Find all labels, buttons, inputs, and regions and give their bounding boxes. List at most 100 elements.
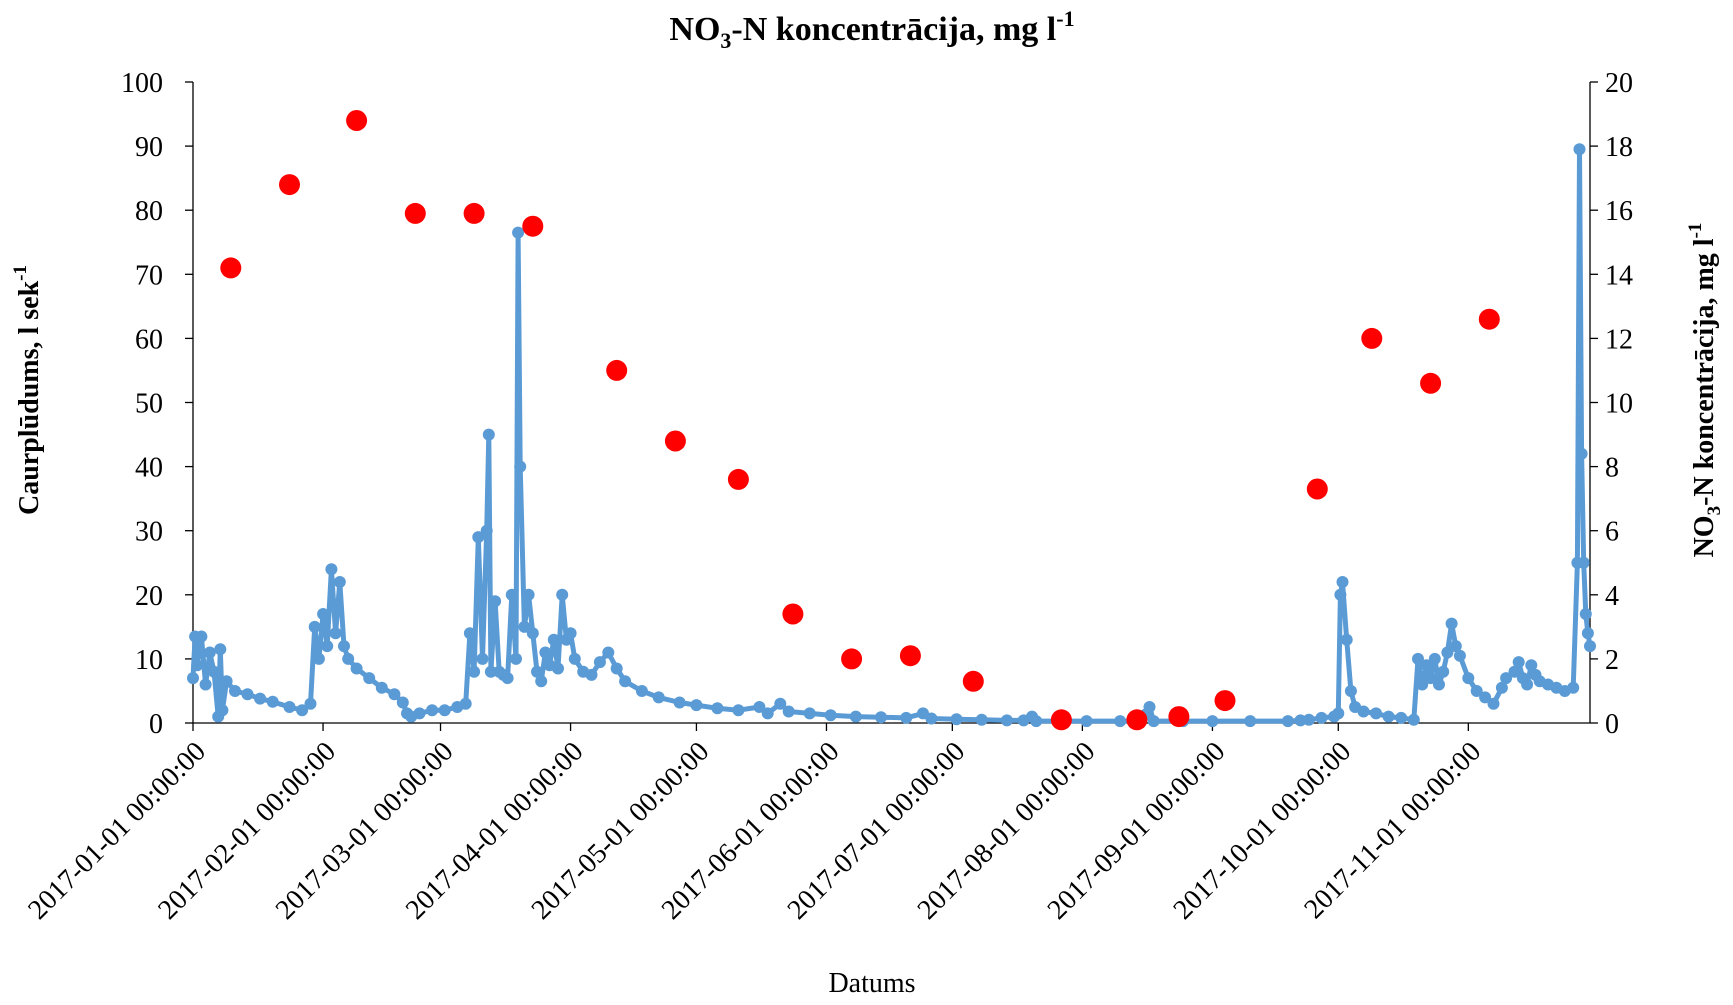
flow-point — [732, 704, 745, 717]
no3-point — [1478, 308, 1500, 330]
flow-point — [476, 652, 489, 665]
flow-point — [950, 713, 963, 726]
flow-point — [1525, 659, 1538, 672]
y-right-tick-label: 2 — [1605, 645, 1619, 676]
y-axis-right-label-mid: -N koncentrācija, mg l — [1689, 238, 1720, 506]
flow-point — [489, 595, 502, 608]
flow-point — [1416, 678, 1429, 691]
no3-point — [404, 202, 426, 224]
flow-point — [1244, 715, 1257, 728]
flow-point — [308, 620, 321, 633]
x-axis-label: Datums — [828, 968, 915, 999]
flow-point — [1487, 697, 1500, 710]
chart-title-sup: -1 — [1056, 6, 1074, 31]
flow-point — [1030, 715, 1043, 728]
flow-point — [535, 675, 548, 688]
y-left-tick-label: 10 — [135, 645, 163, 676]
flow-point — [774, 697, 787, 710]
flow-point — [531, 665, 543, 678]
chart-title-sub: 3 — [720, 28, 731, 53]
y-axis-left-label: Caurplūdums, l sek-1 — [10, 265, 45, 515]
flow-point — [203, 646, 216, 659]
flow-point — [1420, 659, 1433, 672]
y-left-tick-label: 0 — [149, 709, 163, 740]
no3-point — [899, 645, 921, 667]
axes: 0102030405060708090100024681012141618202… — [22, 68, 1633, 926]
flow-point — [518, 620, 531, 633]
flow-point — [512, 226, 525, 239]
no3-point — [962, 670, 984, 692]
flow-point — [522, 588, 535, 601]
flow-point — [1428, 652, 1441, 665]
flow-point — [1453, 649, 1466, 662]
flow-point — [635, 685, 648, 697]
flow-point — [1395, 711, 1408, 724]
flow-point — [214, 643, 227, 656]
flow-point — [350, 662, 363, 675]
y-left-tick-label: 20 — [135, 581, 163, 612]
chart-title: NO3-N koncentrācija, mg l-1 — [669, 6, 1074, 53]
y-right-tick-label: 6 — [1605, 517, 1619, 548]
flow-point — [413, 707, 426, 720]
flow-point — [254, 692, 267, 705]
series-no3n — [220, 110, 1500, 731]
flow-point — [426, 704, 439, 717]
flow-point — [1281, 715, 1294, 728]
flow-point — [342, 652, 355, 665]
no3-point — [1050, 709, 1072, 731]
no3-point — [220, 257, 242, 279]
flow-point — [975, 713, 988, 726]
flow-point — [585, 668, 598, 681]
no3-point — [841, 648, 863, 670]
flow-point — [484, 665, 497, 678]
flow-point — [1340, 633, 1353, 646]
chart-title-mid: -N koncentrācija, mg l — [731, 11, 1056, 48]
no3-point — [1214, 690, 1236, 712]
flow-point — [1147, 715, 1160, 728]
y-right-tick-label: 8 — [1605, 453, 1619, 484]
flow-point — [593, 656, 606, 669]
flow-point — [187, 672, 199, 685]
flow-point — [1424, 672, 1437, 685]
flow-point — [468, 665, 481, 678]
flow-point — [1370, 707, 1382, 720]
flow-point — [1521, 678, 1534, 691]
flow-point — [552, 662, 564, 675]
flow-point — [602, 646, 615, 659]
flow-point — [1575, 447, 1588, 460]
y-right-tick-label: 20 — [1605, 68, 1633, 99]
flow-point — [1357, 705, 1370, 718]
y-left-tick-label: 60 — [135, 324, 163, 355]
flow-point — [610, 662, 623, 675]
flow-point — [514, 460, 527, 473]
flow-point — [690, 699, 703, 712]
y-left-tick-label: 50 — [135, 389, 163, 420]
flow-point — [220, 675, 233, 688]
flow-point — [1407, 713, 1420, 726]
y-left-tick-label: 70 — [135, 260, 163, 291]
flow-point — [782, 705, 795, 718]
flow-point — [539, 646, 552, 659]
no3-point — [1420, 372, 1442, 394]
flow-point — [1080, 715, 1093, 728]
flow-point — [208, 665, 220, 678]
flow-point — [1332, 707, 1345, 720]
flow-point — [1479, 691, 1492, 704]
flow-point — [652, 691, 665, 704]
no3-point — [664, 430, 686, 452]
flow-point — [1143, 701, 1156, 713]
flow-point — [199, 678, 212, 691]
y-axis-right-label-sub: 3 — [1704, 506, 1725, 516]
no3-point — [782, 603, 804, 625]
flow-point — [1577, 556, 1590, 569]
y-left-tick-label: 100 — [121, 68, 163, 99]
flow-point — [1581, 627, 1594, 640]
flow-point — [191, 659, 204, 672]
y-left-tick-label: 90 — [135, 132, 163, 163]
flow-point — [317, 608, 330, 620]
flow-point — [266, 695, 279, 708]
flow-point — [1445, 617, 1458, 630]
no3-point — [522, 215, 544, 237]
y-right-tick-label: 12 — [1605, 324, 1633, 355]
flow-point — [824, 709, 837, 722]
